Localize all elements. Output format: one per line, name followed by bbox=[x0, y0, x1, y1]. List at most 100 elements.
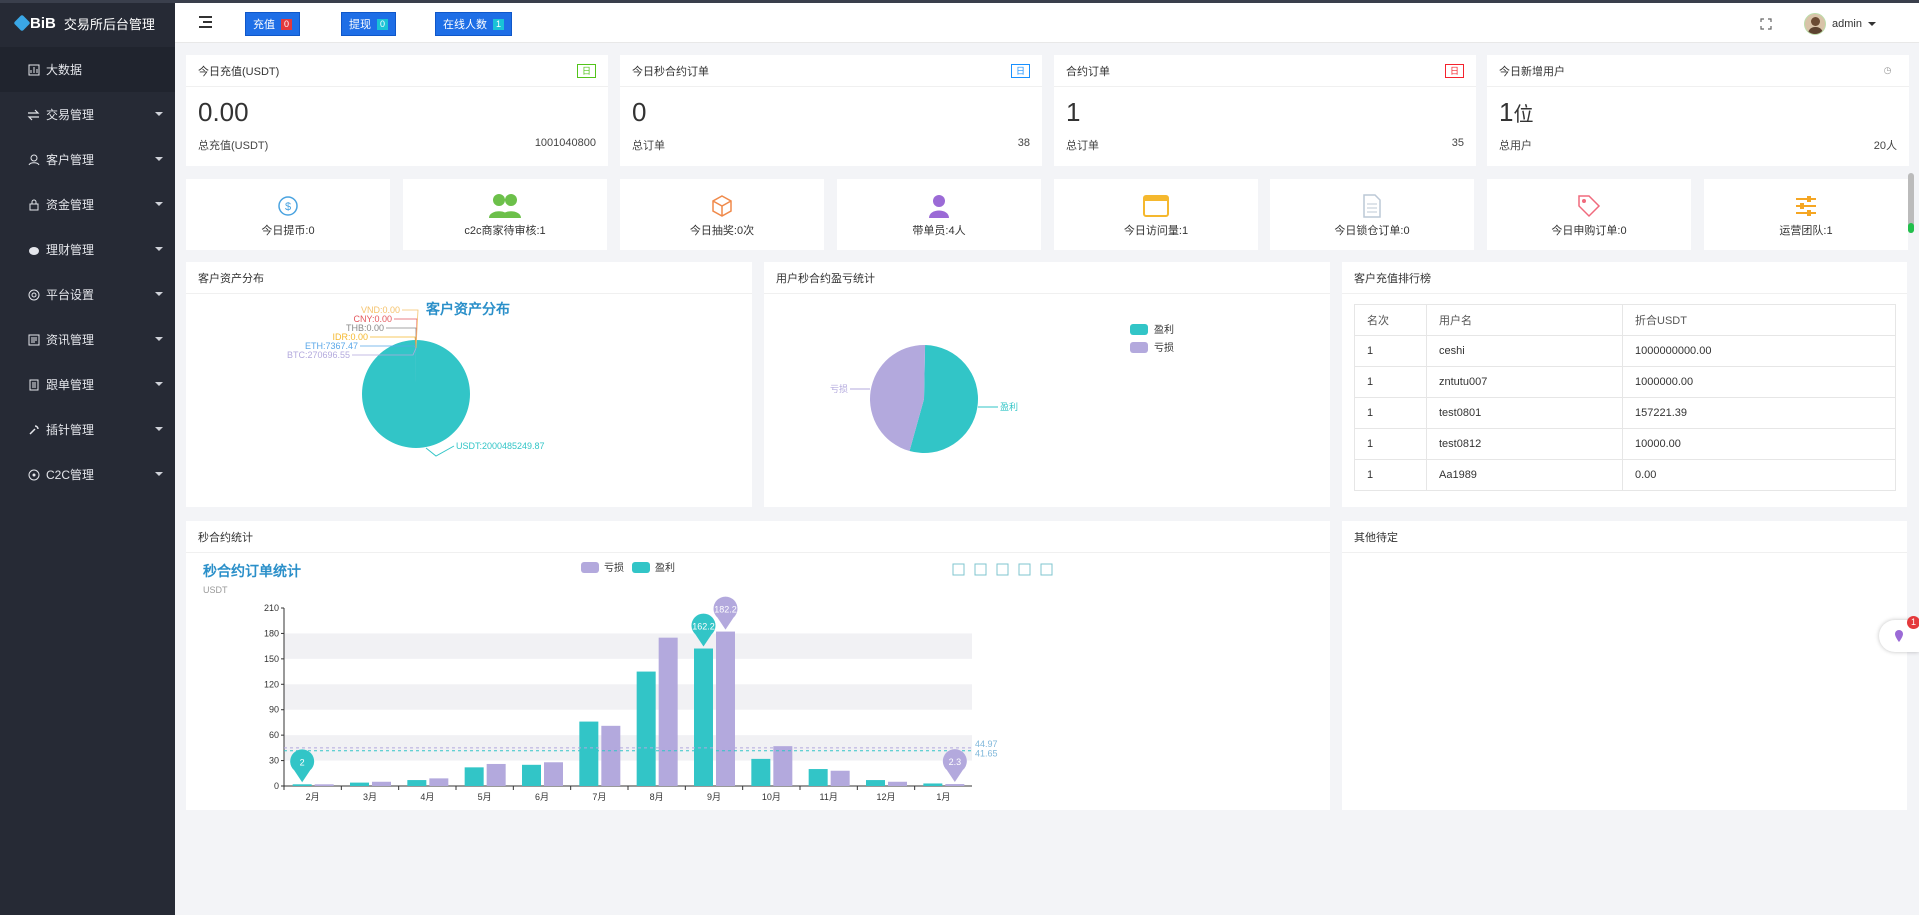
wrench-icon bbox=[27, 423, 40, 436]
tile-label: 今日申购订单:0 bbox=[1551, 225, 1627, 237]
avatar bbox=[1804, 13, 1826, 35]
table-cell: ceshi bbox=[1426, 335, 1623, 367]
bar[interactable] bbox=[773, 746, 793, 786]
sidebar-item-document[interactable]: 跟单管理 bbox=[0, 362, 175, 407]
bar[interactable] bbox=[579, 721, 599, 786]
data-view-icon[interactable] bbox=[952, 563, 965, 576]
withdraw-label: 提现 bbox=[349, 19, 371, 31]
withdraw-badge: 0 bbox=[377, 18, 388, 30]
bar[interactable] bbox=[636, 671, 656, 786]
bar[interactable] bbox=[429, 778, 449, 786]
bar[interactable] bbox=[694, 648, 713, 786]
summary-tile[interactable]: 运营团队:1 bbox=[1704, 179, 1908, 250]
stat-header: 今日新增用户 ◷ bbox=[1487, 55, 1909, 87]
stat-card: 今日充值(USDT) 日 0.00 总充值(USDT) 1001040800 bbox=[186, 55, 608, 166]
sidebar-item-wrench[interactable]: 插针管理 bbox=[0, 407, 175, 452]
chart-icon bbox=[27, 63, 40, 76]
bar[interactable] bbox=[486, 763, 506, 786]
summary-tile[interactable]: 今日访问量:1 bbox=[1054, 179, 1258, 250]
bar-icon[interactable] bbox=[996, 563, 1009, 576]
floating-notification-button[interactable]: 1 bbox=[1879, 616, 1919, 652]
pie-label: VND:0.00 bbox=[361, 305, 400, 315]
pie-label: 亏损 bbox=[830, 383, 848, 394]
bar[interactable] bbox=[544, 762, 563, 786]
stat-footer-value: 20人 bbox=[1873, 140, 1897, 152]
sidebar-item-target[interactable]: C2C管理 bbox=[0, 452, 175, 497]
bar[interactable] bbox=[292, 784, 312, 786]
second-contract-bar-chart: 秒合约订单统计 USDT 亏损 盈利 0 30 60 90 120 150 180 210 2月 3月 4月… bbox=[203, 561, 1053, 802]
fullscreen-icon[interactable] bbox=[1760, 18, 1772, 30]
legend-label[interactable]: 盈利 bbox=[1154, 324, 1174, 336]
summary-tile[interactable]: 今日申购订单:0 bbox=[1487, 179, 1691, 250]
bar[interactable] bbox=[888, 781, 907, 786]
save-icon[interactable] bbox=[1040, 563, 1053, 576]
bar[interactable] bbox=[601, 725, 621, 786]
bar[interactable] bbox=[866, 780, 885, 786]
sidebar-item-label: 插针管理 bbox=[46, 423, 95, 437]
bar[interactable] bbox=[751, 758, 771, 786]
bar[interactable] bbox=[830, 770, 850, 786]
sidebar-item-label: 平台设置 bbox=[46, 288, 95, 302]
recharge-button[interactable]: 充值 0 bbox=[245, 12, 300, 36]
sidebar-item-piggy-bank[interactable]: 理财管理 bbox=[0, 227, 175, 272]
pie-label: THB:0.00 bbox=[346, 323, 384, 333]
bar[interactable] bbox=[464, 767, 484, 786]
sidebar-item-user[interactable]: 客户管理 bbox=[0, 137, 175, 182]
menu-toggle-icon[interactable] bbox=[199, 16, 212, 28]
bar[interactable] bbox=[372, 781, 391, 786]
bar[interactable] bbox=[658, 637, 678, 786]
legend-label[interactable]: 亏损 bbox=[604, 561, 624, 574]
bar[interactable] bbox=[350, 782, 369, 786]
tile-label: 今日锁仓订单:0 bbox=[1334, 225, 1410, 237]
stat-title: 合约订单 bbox=[1066, 65, 1110, 78]
bar[interactable] bbox=[808, 769, 828, 786]
tag-icon bbox=[1487, 190, 1691, 222]
sidebar-item-exchange[interactable]: 交易管理 bbox=[0, 92, 175, 137]
summary-tile[interactable]: 带单员:4人 bbox=[837, 179, 1041, 250]
legend-label[interactable]: 亏损 bbox=[1154, 341, 1174, 354]
withdraw-button[interactable]: 提现 0 bbox=[341, 12, 396, 36]
sidebar-item-lock[interactable]: 资金管理 bbox=[0, 182, 175, 227]
tile-label: 带单员:4人 bbox=[912, 225, 966, 237]
x-tick-label: 6月 bbox=[535, 792, 549, 802]
logo[interactable]: BiB 交易所后台管理 bbox=[0, 3, 175, 43]
bar[interactable] bbox=[945, 784, 965, 786]
x-tick-label: 7月 bbox=[592, 792, 606, 802]
sidebar-item-label: 客户管理 bbox=[46, 153, 95, 167]
line-icon[interactable] bbox=[974, 563, 987, 576]
x-tick-label: 9月 bbox=[707, 792, 721, 802]
bar[interactable] bbox=[716, 631, 735, 786]
sidebar-item-news[interactable]: 资讯管理 bbox=[0, 317, 175, 362]
chart-subtitle: USDT bbox=[203, 585, 228, 595]
tile-label: 今日访问量:1 bbox=[1123, 225, 1189, 237]
restore-icon[interactable] bbox=[1018, 563, 1031, 576]
stat-footer-label: 总订单 bbox=[632, 140, 665, 152]
recharge-label: 充值 bbox=[253, 19, 275, 31]
bar[interactable] bbox=[407, 780, 427, 786]
sidebar-menu: 大数据 交易管理客户管理资金管理 理财管理平台设置资讯管理 跟单管理插针管理 C2C管理 bbox=[0, 47, 175, 497]
table-row: 1 test0812 10000.00 bbox=[1354, 428, 1896, 460]
stat-footer: 总充值(USDT) 1001040800 bbox=[186, 133, 608, 157]
user-menu[interactable]: admin bbox=[1804, 13, 1876, 35]
chart-title: 秒合约订单统计 bbox=[203, 563, 301, 579]
bar[interactable] bbox=[923, 783, 943, 786]
other-panel: 其他待定 bbox=[1342, 521, 1907, 810]
bar[interactable] bbox=[522, 764, 541, 786]
bar[interactable] bbox=[314, 784, 334, 786]
summary-tile[interactable]: c2c商家待审核:1 bbox=[403, 179, 607, 250]
users-icon bbox=[403, 190, 607, 222]
summary-tile[interactable]: 今日锁仓订单:0 bbox=[1270, 179, 1474, 250]
stat-footer-label: 总用户 bbox=[1499, 140, 1532, 152]
legend-label[interactable]: 盈利 bbox=[655, 562, 675, 574]
scrollbar[interactable] bbox=[1908, 173, 1914, 233]
summary-tile[interactable]: 今日抽奖:0次 bbox=[620, 179, 824, 250]
sidebar-item-chart[interactable]: 大数据 bbox=[0, 47, 175, 92]
summary-tile[interactable]: $ 今日提币:0 bbox=[186, 179, 390, 250]
ranking-table: 名次 用户名 折合USDT 1 ceshi 1000000000.00 1 zntutu… bbox=[1354, 304, 1896, 491]
caret-down-icon bbox=[155, 382, 163, 386]
label-line bbox=[360, 345, 417, 349]
sidebar-item-settings[interactable]: 平台设置 bbox=[0, 272, 175, 317]
stat-tag: 日 bbox=[1011, 63, 1030, 78]
online-users-button[interactable]: 在线人数 1 bbox=[435, 12, 512, 36]
